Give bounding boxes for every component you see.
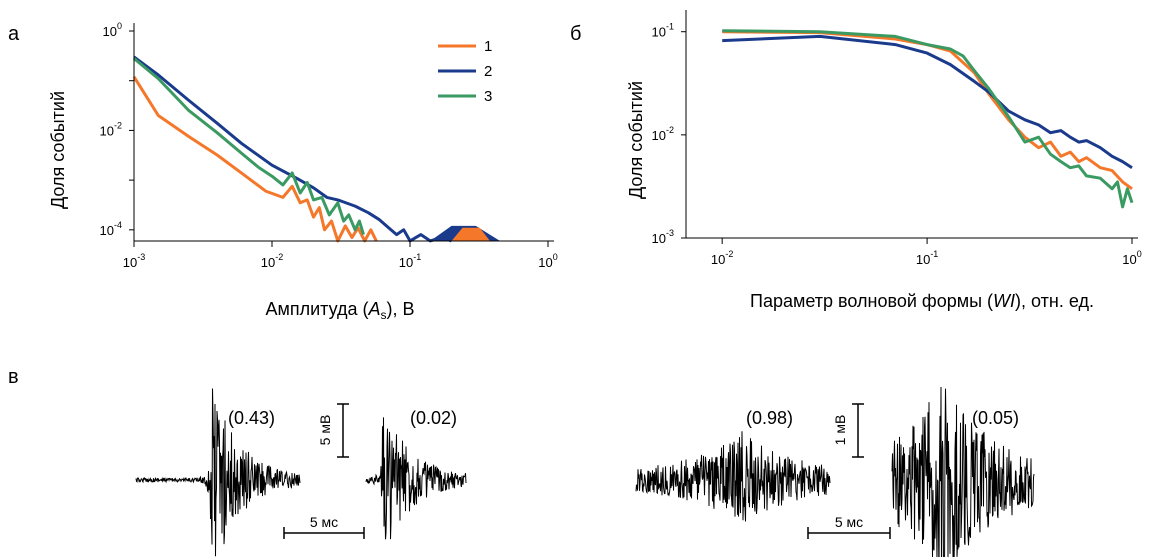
waveform-trace-1 xyxy=(135,388,301,557)
trace-value-4: (0.05) xyxy=(972,408,1019,428)
panel-a-axes: 10-3 10-2 10-1 100 100 10-2 10-4 xyxy=(100,21,558,270)
series-2-line xyxy=(133,55,452,243)
trace-value-2: (0.02) xyxy=(410,408,457,428)
scalebar-2-vertical-label: 1 мВ xyxy=(832,415,848,446)
trace-value-1: (0.43) xyxy=(228,408,275,428)
series-1-line xyxy=(722,30,1133,191)
y-tick-label: 10-2 xyxy=(100,120,122,138)
waveform-trace-2 xyxy=(365,417,467,540)
series-3-line xyxy=(722,29,1134,209)
x-tick-label: 10-3 xyxy=(123,252,145,270)
panel-label-v: в xyxy=(8,366,19,388)
x-tick-label: 100 xyxy=(538,252,557,270)
y-tick-label: 10-2 xyxy=(652,125,674,143)
x-axis-label-b: Параметр волновой формы (WI), отн. ед. xyxy=(750,291,1094,311)
legend-label-3: 3 xyxy=(484,88,492,105)
y-axis-label-a: Доля событий xyxy=(48,91,68,209)
legend: 1 2 3 xyxy=(438,38,492,105)
legend-label-2: 2 xyxy=(484,63,492,80)
waveform-trace-4 xyxy=(891,386,1035,557)
y-tick-label: 10-1 xyxy=(652,22,674,40)
x-axis-label-a: Амплитуда (As), В xyxy=(265,299,414,322)
scalebar-2: 1 мВ 5 мс xyxy=(807,403,891,539)
trace-value-3: (0.98) xyxy=(746,408,793,428)
panel-b-axes: 10-2 10-1 100 10-1 10-2 10-3 xyxy=(652,10,1142,267)
scalebar-1-vertical-label: 5 мВ xyxy=(317,415,333,446)
y-tick-label: 100 xyxy=(103,21,122,39)
series-2-line xyxy=(722,34,1133,169)
x-tick-label: 10-1 xyxy=(916,249,938,267)
y-tick-label: 10-4 xyxy=(100,220,122,238)
panel-label-b: б xyxy=(570,23,581,45)
panel-a: а 10-3 10-2 10-1 100 100 10-2 10-4 Доля событи… xyxy=(8,21,558,322)
legend-label-1: 1 xyxy=(484,38,492,55)
y-tick-label: 10-3 xyxy=(652,228,674,246)
x-tick-label: 10-1 xyxy=(399,252,421,270)
series-3-line xyxy=(133,57,365,236)
panel-label-a: а xyxy=(8,23,20,45)
series-1-line xyxy=(132,76,378,243)
peak-area-series-1 xyxy=(451,227,490,241)
scalebar-1-horizontal-label: 5 мс xyxy=(310,514,338,530)
x-tick-label: 10-2 xyxy=(261,252,283,270)
scalebar-2-horizontal-label: 5 мс xyxy=(835,514,863,530)
x-tick-label: 10-2 xyxy=(711,249,733,267)
panel-b-series xyxy=(722,29,1134,209)
y-axis-label-b: Доля событий xyxy=(626,81,646,199)
panel-a-series xyxy=(132,55,501,243)
panel-b: б 10-2 10-1 100 10-1 10-2 10-3 Доля событий П… xyxy=(570,10,1142,311)
scalebar-1: 5 мВ 5 мс xyxy=(283,403,365,539)
waveform-trace-3 xyxy=(635,431,831,522)
panel-v: в (0.43) (0.02) (0.98) (0.05) 5 мВ 5 мс … xyxy=(8,366,1035,557)
x-tick-label: 100 xyxy=(1122,249,1141,267)
waveform-traces xyxy=(135,386,1035,557)
